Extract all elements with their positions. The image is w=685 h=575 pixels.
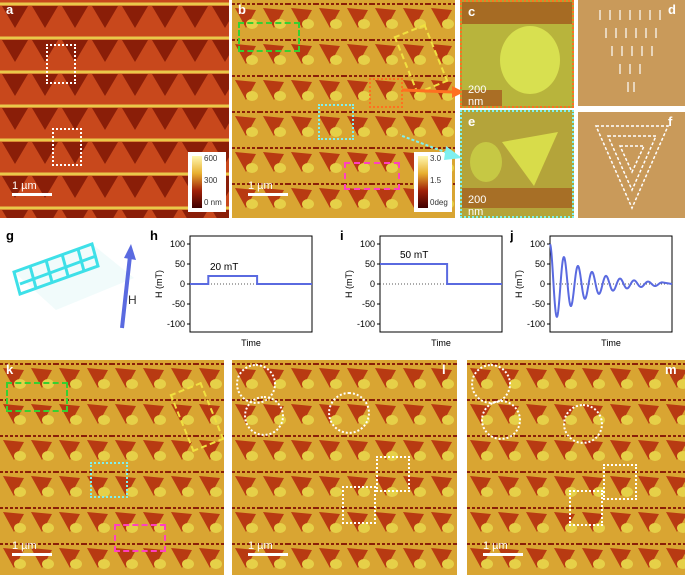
highlight-box	[342, 486, 376, 524]
y-tick-label: 50	[175, 259, 185, 269]
y-tick-label: 0	[540, 279, 545, 289]
panel-label-b: b	[238, 2, 246, 17]
highlight-circle	[563, 404, 603, 444]
vortex-field	[594, 125, 670, 210]
field-annotation: 20 mT	[210, 262, 238, 273]
panel-h-chart: h 100 50 0 -50 -100 H (mT) Time 20 mT	[150, 224, 330, 358]
highlight-circle	[481, 400, 521, 440]
panel-j-chart: j 100 50 0 -50 -100 H (mT) Time	[510, 224, 682, 358]
panel-label-d: d	[668, 2, 676, 17]
y-tick-label: 50	[535, 259, 545, 269]
highlight-box-cyan	[318, 104, 354, 140]
panel-b-mfm-image: b 1 µm 3.0 1.5 0deg	[232, 0, 455, 218]
y-tick-label: 100	[360, 239, 375, 249]
field-trace	[190, 275, 312, 285]
scale-bar: 1 µm	[12, 180, 52, 196]
x-axis-label: Time	[431, 338, 451, 348]
scale-bar: 200 nm	[468, 194, 498, 216]
panel-label-h: h	[150, 228, 158, 243]
highlight-box-green	[238, 22, 300, 52]
scale-bar: 1 µm	[483, 540, 523, 556]
highlight-circle	[244, 396, 284, 436]
highlight-circle	[328, 392, 370, 434]
highlight-box	[52, 128, 82, 166]
panel-label-g: g	[6, 228, 14, 243]
highlight-box-green	[6, 382, 68, 412]
panel-a-afm-image: a 1 µm 600 300 0 nm	[0, 0, 229, 218]
panel-label-f: f	[668, 114, 673, 129]
panel-e-zoom: e 200 nm	[460, 110, 574, 218]
highlight-circle	[471, 364, 511, 404]
panel-label-c: c	[468, 4, 476, 19]
panel-m-mfm-image: m 1 µm	[467, 360, 685, 575]
y-tick-label: -50	[362, 299, 375, 309]
panel-k-mfm-image: k 1 µm	[0, 360, 224, 575]
field-trace	[549, 243, 673, 318]
panel-i-chart: i 100 50 0 -50 -100 H (mT) Time 50 mT	[340, 224, 512, 358]
field-label: H	[128, 293, 137, 307]
highlight-box	[376, 456, 410, 492]
y-axis-label: H (mT)	[344, 270, 354, 298]
field-step-chart-20mT: 100 50 0 -50 -100 H (mT) Time 20 mT	[154, 235, 313, 348]
zoom-texture	[462, 112, 572, 216]
panel-d-spin-map: d	[578, 0, 685, 106]
y-tick-label: 50	[365, 259, 375, 269]
panel-label-i: i	[340, 228, 344, 243]
colorbar-b: 3.0 1.5 0deg	[414, 152, 452, 212]
y-tick-label: -100	[357, 319, 375, 329]
highlight-box	[569, 490, 603, 526]
highlight-box-magenta	[114, 524, 166, 552]
panel-label-k: k	[6, 362, 14, 377]
scale-bar: 1 µm	[248, 180, 288, 196]
lattice-schematic: H	[12, 242, 137, 329]
y-tick-label: 0	[370, 279, 375, 289]
y-tick-label: -50	[172, 299, 185, 309]
mfm-texture	[0, 360, 224, 575]
zoom-texture	[462, 2, 572, 106]
zoom-arrows	[400, 86, 464, 160]
y-tick-label: -100	[527, 319, 545, 329]
panel-f-spin-map: f	[578, 112, 685, 218]
arrow-field	[599, 10, 661, 92]
y-tick-label: -100	[167, 319, 185, 329]
panel-g-schematic: g H	[0, 224, 150, 342]
scale-bar: 200 nm	[468, 84, 498, 106]
colorbar-a: 600 300 0 nm	[188, 152, 226, 212]
field-trace	[380, 263, 502, 285]
highlight-box-cyan	[90, 462, 128, 498]
panel-c-zoom: c 200 nm	[460, 0, 574, 108]
y-axis-label: H (mT)	[154, 270, 164, 298]
highlight-box	[603, 464, 637, 500]
x-axis-label: Time	[601, 338, 621, 348]
damped-oscillation-chart: 100 50 0 -50 -100 H (mT) Time	[514, 235, 673, 348]
scale-bar: 1 µm	[12, 540, 52, 556]
panel-label-j: j	[510, 228, 514, 243]
y-tick-label: 0	[180, 279, 185, 289]
highlight-box	[46, 44, 76, 84]
panel-label-e: e	[468, 114, 476, 129]
y-tick-label: -50	[532, 299, 545, 309]
y-tick-label: 100	[530, 239, 545, 249]
field-step-chart-50mT: 100 50 0 -50 -100 H (mT) Time 50 mT	[344, 235, 503, 348]
highlight-box-orange	[369, 78, 403, 108]
highlight-box-magenta	[344, 162, 400, 190]
field-annotation: 50 mT	[400, 250, 428, 261]
scale-bar: 1 µm	[248, 540, 288, 556]
panel-l-mfm-image: l 1 µm	[232, 360, 457, 575]
y-axis-label: H (mT)	[514, 270, 524, 298]
panel-label-l: l	[442, 362, 446, 377]
x-axis-label: Time	[241, 338, 261, 348]
panel-label-a: a	[6, 2, 14, 17]
panel-label-m: m	[665, 362, 677, 377]
y-tick-label: 100	[170, 239, 185, 249]
